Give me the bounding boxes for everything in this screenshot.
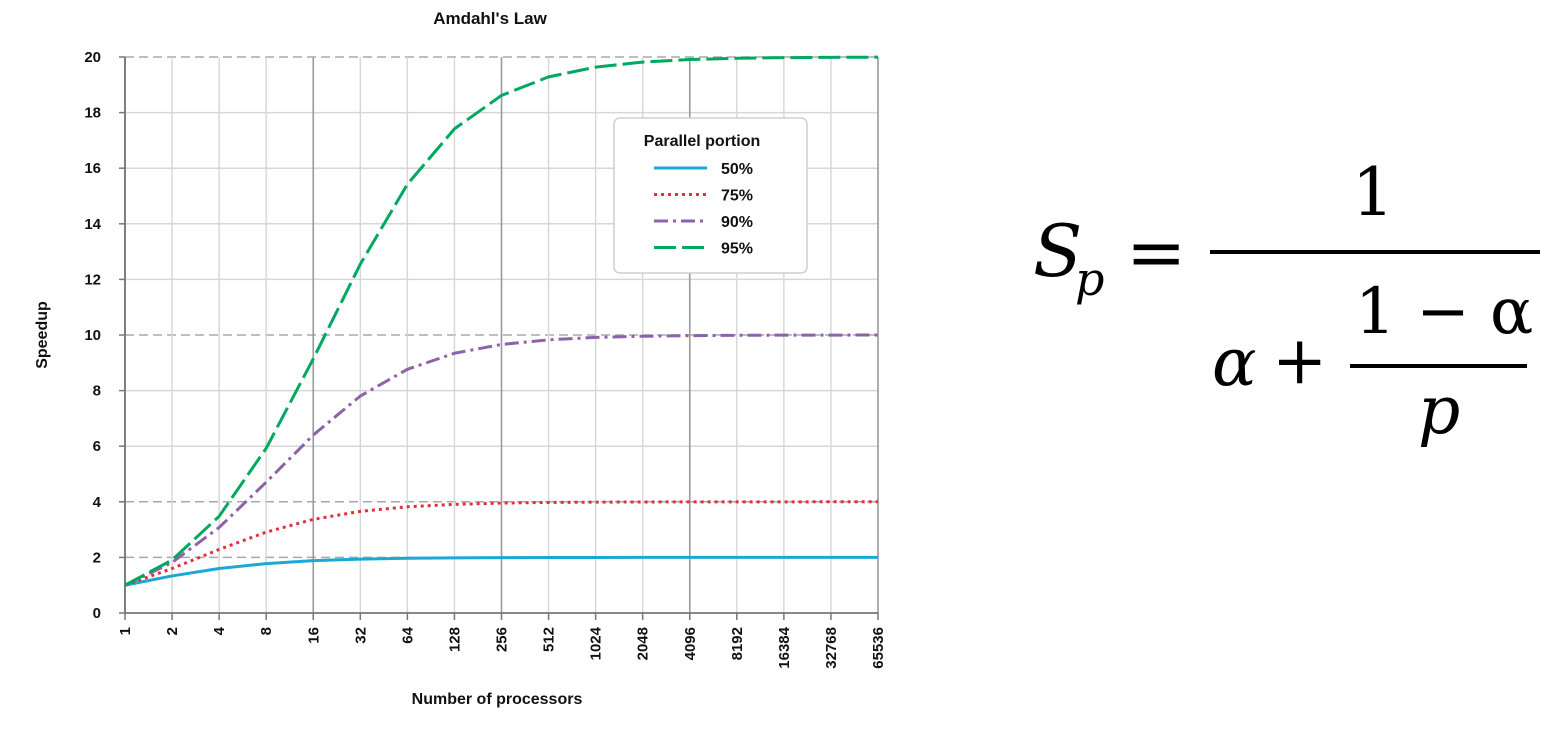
y-axis-label: Speedup (34, 301, 51, 369)
y-tick-label: 10 (84, 327, 101, 344)
formula-main-fraction-bar (1210, 250, 1540, 254)
formula-numerator: 1 (1352, 154, 1394, 231)
formula-inner-numerator: 1 − α (1355, 275, 1534, 349)
legend-label: 95% (721, 241, 753, 258)
legend-label: 90% (721, 214, 753, 231)
x-tick-label: 256 (494, 627, 511, 652)
y-tick-label: 4 (93, 494, 102, 511)
legend-box (613, 117, 808, 274)
x-tick-label: 65536 (870, 627, 887, 669)
x-tick-label: 128 (446, 627, 463, 652)
x-tick-label: 8 (258, 627, 275, 635)
series-line-90pct (124, 333, 879, 587)
x-tick-label: 16 (305, 627, 322, 644)
legend-label: 50% (721, 161, 753, 178)
formula-alpha: α (1212, 324, 1257, 401)
y-tick-label: 16 (84, 160, 101, 177)
y-tick-label: 12 (84, 271, 101, 288)
y-tick-label: 8 (93, 383, 101, 400)
formula-inner-fraction-bar (1350, 364, 1527, 368)
x-tick-label: 2048 (635, 627, 652, 660)
series-line-75pct (124, 500, 878, 587)
x-tick-label: 1 (117, 627, 134, 635)
x-tick-label: 32 (352, 627, 369, 644)
formula-inner-denominator: p (1418, 372, 1461, 449)
y-tick-label: 20 (84, 49, 101, 66)
formula-lhs: S (1033, 209, 1083, 293)
x-tick-label: 32768 (823, 627, 840, 669)
chart-title: Amdahl's Law (433, 9, 547, 28)
y-tick-label: 2 (93, 549, 101, 566)
y-tick-label: 6 (93, 438, 101, 455)
x-tick-label: 16384 (776, 626, 793, 668)
y-tick-label: 0 (93, 605, 101, 622)
formula-equals: = (1126, 210, 1187, 294)
x-tick-label: 2 (164, 627, 181, 635)
x-axis-label: Number of processors (412, 691, 583, 708)
x-tick-label: 8192 (729, 627, 746, 660)
series-line-50pct (124, 555, 878, 587)
x-tick-label: 4096 (682, 627, 699, 660)
x-tick-label: 1024 (588, 626, 605, 660)
x-tick-label: 512 (541, 627, 558, 652)
formula-lhs-subscript: p (1075, 252, 1105, 306)
y-tick-label: 14 (84, 216, 101, 233)
x-tick-label: 64 (399, 626, 416, 643)
legend-title: Parallel portion (644, 133, 760, 150)
formula-plus: + (1272, 322, 1328, 399)
y-tick-label: 18 (84, 105, 101, 122)
x-tick-label: 4 (211, 626, 228, 635)
series-line-95pct (124, 55, 879, 587)
legend-label: 75% (721, 188, 753, 205)
